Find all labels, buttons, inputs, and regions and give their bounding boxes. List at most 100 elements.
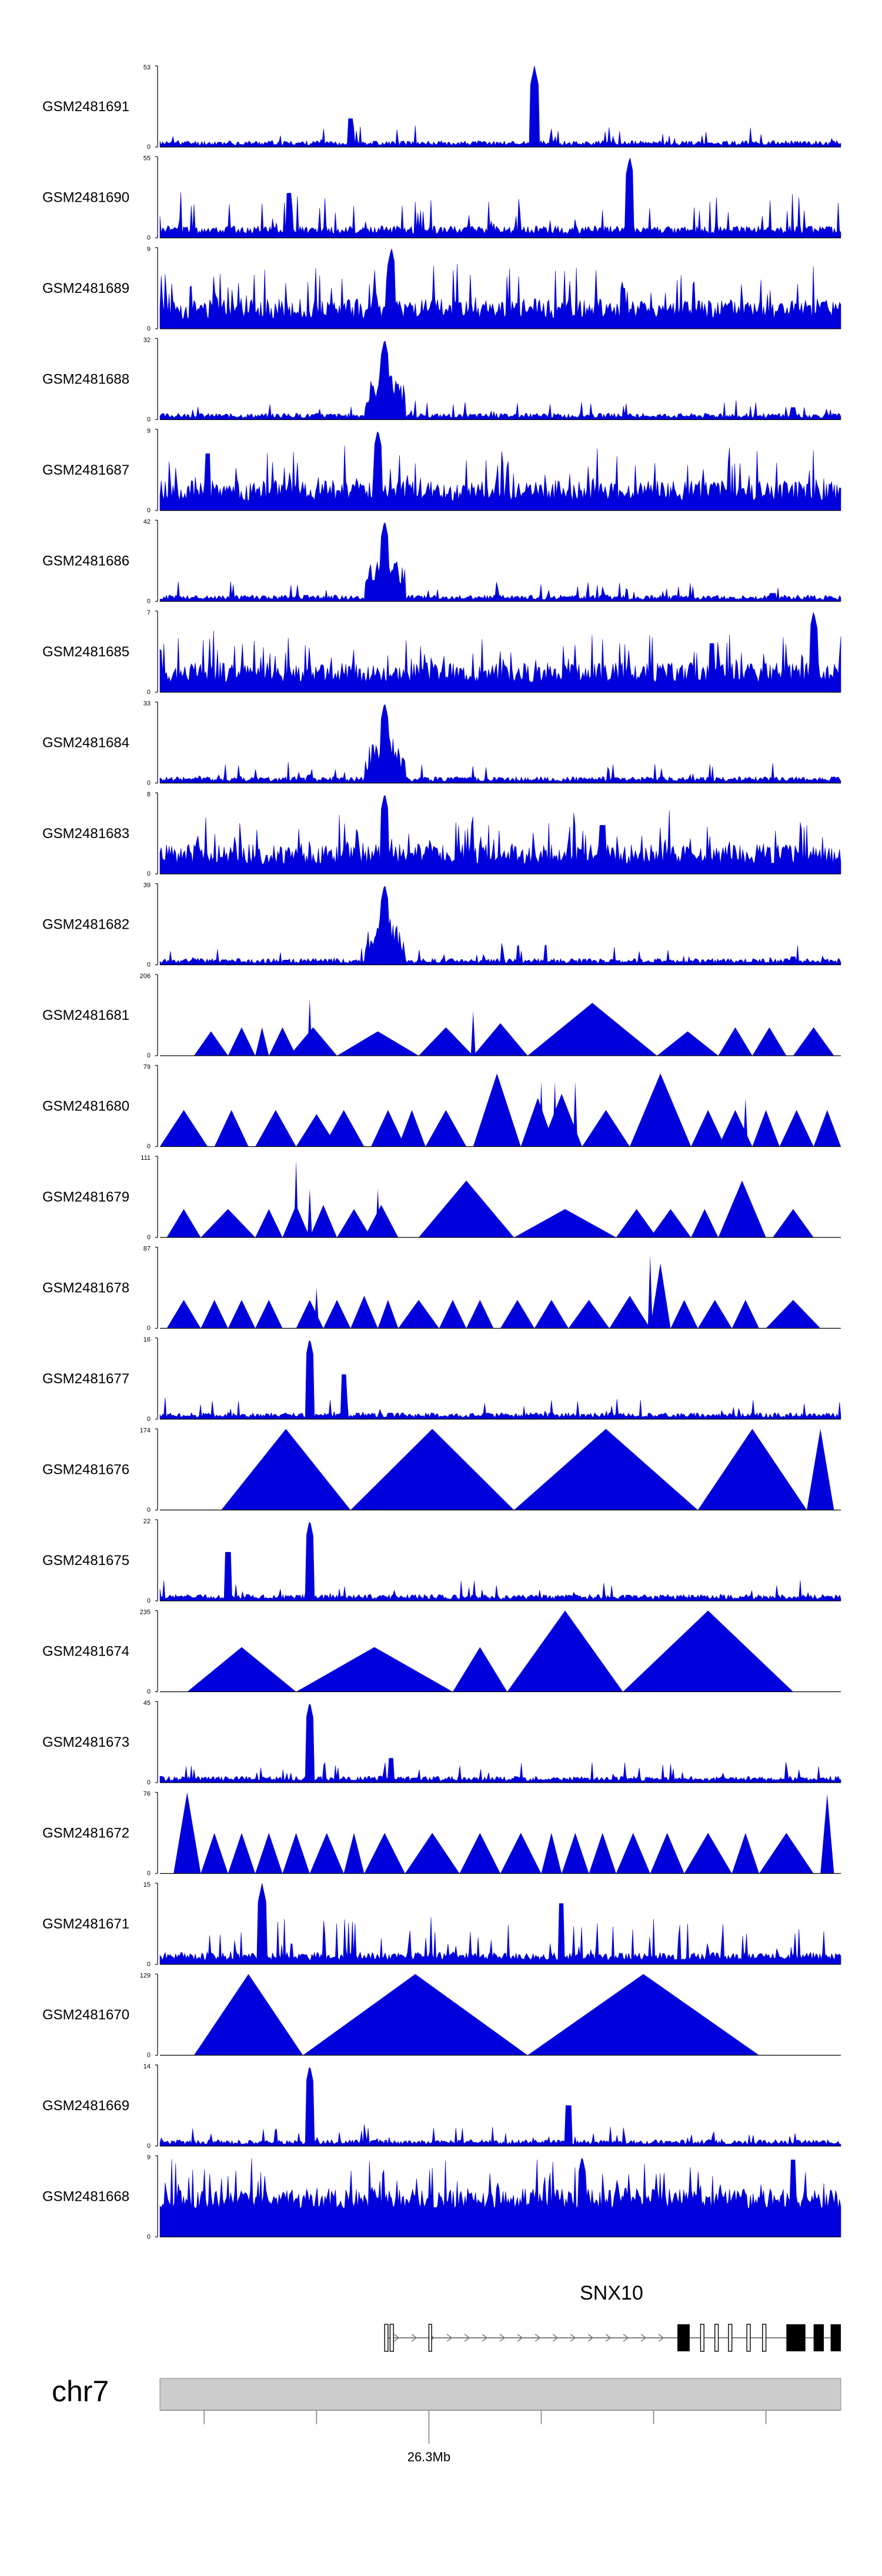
coverage-segment [187, 1647, 296, 1692]
y-min-label: 0 [147, 1779, 151, 1786]
position-tick-label: 26.3Mb [407, 2450, 450, 2464]
track-GSM2481685: GSM2481685 7 0 [42, 609, 841, 696]
coverage-segment [650, 1263, 671, 1329]
coverage-segment [657, 1031, 719, 1056]
track-GSM2481675: GSM2481675 22 0 [42, 1518, 841, 1604]
gene-exon [428, 2324, 432, 2352]
track-GSM2481682: GSM2481682 39 0 [42, 882, 841, 969]
track-label: GSM2481668 [42, 2189, 129, 2205]
y-max-label: 53 [143, 64, 151, 71]
coverage-area [159, 522, 841, 602]
y-min-label: 0 [147, 870, 151, 877]
y-min-label: 0 [147, 1597, 151, 1604]
gene-exon [700, 2324, 704, 2352]
coverage-segment [623, 1610, 793, 1692]
strand-arrow [499, 2334, 506, 2342]
coverage-area [159, 795, 841, 875]
coverage-segment [323, 1110, 365, 1147]
track-GSM2481683: GSM2481683 8 0 [42, 791, 841, 877]
coverage-segment [343, 1833, 365, 1874]
coverage-segment [731, 1300, 760, 1329]
coverage-segment [221, 1429, 351, 1510]
y-min-label: 0 [147, 1961, 151, 1968]
coverage-segment [514, 1429, 698, 1510]
y-min-label: 0 [147, 2234, 151, 2241]
track-GSM2481673: GSM2481673 45 0 [42, 1700, 841, 1786]
coverage-area [159, 1703, 841, 1783]
coverage-segment [228, 1027, 256, 1056]
coverage-segment [166, 1300, 201, 1329]
coverage-segment [419, 1180, 514, 1237]
strand-arrow [411, 2334, 417, 2342]
coverage-segment [173, 1792, 201, 1874]
coverage-segment [500, 1300, 534, 1329]
track-GSM2481674: GSM2481674 235 0 [42, 1609, 841, 1696]
coverage-segment [255, 1110, 296, 1147]
y-max-label: 33 [143, 700, 151, 708]
y-min-label: 0 [147, 1689, 151, 1696]
strand-arrow [570, 2334, 576, 2342]
strand-arrow [446, 2334, 453, 2342]
coverage-segment [201, 1300, 228, 1329]
y-max-label: 235 [140, 1609, 151, 1616]
coverage-segment [255, 1300, 283, 1329]
coverage-segment [214, 1110, 249, 1147]
y-max-label: 45 [143, 1700, 151, 1707]
coverage-segment [793, 1027, 834, 1056]
track-label: GSM2481671 [42, 1916, 129, 1932]
coverage-segment [541, 1093, 582, 1147]
track-label: GSM2481691 [42, 99, 129, 115]
track-label: GSM2481673 [42, 1734, 129, 1750]
coverage-spike [743, 1097, 748, 1147]
track-GSM2481671: GSM2481671 15 0 [42, 1881, 841, 1968]
track-label: GSM2481683 [42, 826, 129, 842]
coverage-segment [323, 1300, 351, 1329]
track-GSM2481678: GSM2481678 87 0 [42, 1246, 841, 1332]
coverage-area [159, 157, 841, 238]
coverage-segment [731, 1833, 760, 1874]
y-max-label: 206 [140, 973, 151, 980]
coverage-segment [201, 1833, 228, 1874]
coverage-segment [500, 1833, 542, 1874]
coverage-spike [307, 1189, 312, 1237]
gene-track: SNX10 [384, 2282, 841, 2352]
track-GSM2481677: GSM2481677 16 0 [42, 1336, 841, 1423]
coverage-segment [255, 1833, 283, 1874]
coverage-spike [314, 1287, 319, 1329]
y-min-label: 0 [147, 2143, 151, 2150]
y-max-label: 55 [143, 155, 151, 162]
coverage-segment [405, 1833, 460, 1874]
y-min-label: 0 [147, 1052, 151, 1059]
gene-exon [813, 2324, 824, 2351]
strand-arrow [517, 2334, 523, 2342]
coverage-segment [691, 1209, 719, 1237]
track-label: GSM2481676 [42, 1462, 129, 1478]
coverage-segment [309, 1204, 338, 1237]
coverage-segment [452, 1647, 507, 1692]
coverage-spike [307, 999, 312, 1056]
y-max-label: 9 [147, 246, 151, 253]
track-GSM2481691: GSM2481691 53 0 [42, 64, 841, 151]
coverage-segment [425, 1110, 467, 1147]
track-label: GSM2481681 [42, 1007, 129, 1023]
track-GSM2481689: GSM2481689 9 0 [42, 246, 841, 332]
track-GSM2481681: GSM2481681 206 0 [42, 973, 841, 1059]
coverage-area [159, 65, 841, 148]
coverage-segment [773, 1209, 814, 1237]
track-label: GSM2481686 [42, 553, 129, 569]
coverage-segment [697, 1429, 807, 1510]
track-GSM2481686: GSM2481686 42 0 [42, 519, 841, 605]
coverage-segment [650, 1833, 684, 1874]
coverage-segment [630, 1073, 691, 1147]
gene-exon [762, 2324, 767, 2352]
coverage-segment [527, 1003, 657, 1056]
y-min-label: 0 [147, 962, 151, 969]
coverage-spike [552, 1082, 557, 1147]
coverage-area [159, 248, 841, 329]
coverage-segment [296, 1114, 338, 1147]
y-min-label: 0 [147, 1143, 151, 1150]
track-GSM2481679: GSM2481679 111 0 [42, 1154, 841, 1241]
coverage-segment [507, 1610, 623, 1692]
y-max-label: 9 [147, 2154, 151, 2161]
